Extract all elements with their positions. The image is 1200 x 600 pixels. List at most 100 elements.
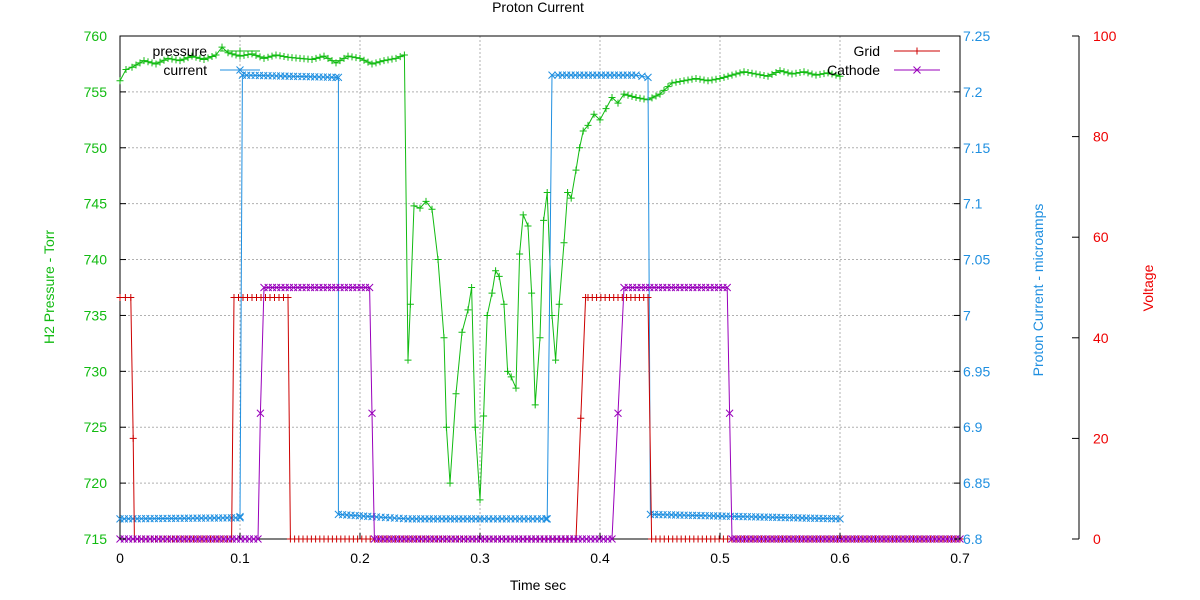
data-point-pressure [428, 205, 436, 213]
data-point-pressure [512, 384, 520, 392]
data-point-pressure [276, 52, 284, 60]
data-point-pressure [724, 72, 732, 80]
data-point-pressure [788, 70, 796, 78]
data-point-pressure [348, 53, 356, 61]
data-point-pressure [356, 54, 364, 62]
data-point-pressure [796, 69, 804, 77]
data-point-pressure [180, 55, 188, 63]
data-point-pressure [804, 69, 812, 77]
data-point-current [644, 73, 652, 82]
data-point-pressure [422, 197, 430, 205]
data-point-pressure [388, 55, 396, 63]
data-point-pressure [352, 54, 360, 62]
data-point-pressure [576, 144, 584, 152]
data-point-pressure [764, 72, 772, 80]
data-point-pressure [200, 55, 208, 63]
data-point-pressure [712, 75, 720, 83]
data-point-pressure [452, 390, 460, 398]
data-point-cathode [256, 409, 265, 418]
data-point-pressure [308, 55, 316, 63]
x-tick-label: 0.3 [470, 550, 490, 566]
data-point-pressure [516, 250, 524, 258]
data-point-pressure [252, 51, 260, 59]
data-point-pressure [212, 51, 220, 59]
data-point-pressure [232, 51, 240, 59]
data-point-pressure [608, 93, 616, 101]
x-tick-label: 0.6 [830, 550, 850, 566]
data-point-pressure [584, 121, 592, 129]
data-point-pressure [172, 56, 180, 64]
data-point-cathode [723, 283, 732, 292]
voltage-tick-label: 20 [1093, 430, 1109, 446]
data-point-pressure [392, 54, 400, 62]
legend-marker-pressure [236, 47, 244, 55]
data-point-pressure [188, 52, 196, 60]
data-point-pressure [492, 267, 500, 275]
pressure-tick-label: 725 [84, 419, 108, 435]
voltage-tick-label: 60 [1093, 229, 1109, 245]
data-point-pressure [776, 67, 784, 75]
pressure-tick-label: 760 [84, 28, 108, 44]
data-point-pressure [812, 71, 820, 79]
data-point-pressure [688, 75, 696, 83]
legend-label-pressure: pressure [153, 43, 208, 59]
data-point-pressure [152, 60, 160, 68]
data-point-pressure [620, 90, 628, 98]
voltage-tick-label: 0 [1093, 531, 1101, 547]
data-point-pressure [404, 356, 412, 364]
data-point-current [542, 515, 550, 523]
data-point-current [548, 71, 556, 79]
axes: 0 0.1 0.2 0.3 0.4 0.5 0.6 0.7715720725730735740… [84, 28, 1117, 566]
legend-marker-grid [913, 47, 921, 55]
legend-label-cathode: Cathode [827, 62, 880, 78]
data-point-pressure [164, 54, 172, 62]
data-point-pressure [602, 105, 610, 113]
current-tick-label: 6.8 [963, 531, 983, 547]
data-point-pressure [400, 51, 408, 59]
data-point-pressure [648, 94, 656, 102]
data-point-pressure [396, 53, 404, 61]
x-tick-label: 0.4 [590, 550, 610, 566]
data-point-pressure [524, 222, 532, 230]
data-point-pressure [624, 91, 632, 99]
data-point-pressure [752, 70, 760, 78]
data-point-pressure [579, 127, 587, 135]
data-point-current [543, 515, 552, 523]
data-point-grid [127, 294, 135, 302]
data-point-pressure [268, 52, 276, 60]
data-point-pressure [244, 51, 252, 59]
x-tick-label: 0.1 [230, 550, 250, 566]
data-point-pressure [204, 54, 212, 62]
data-point-pressure [500, 300, 508, 308]
legend-label-grid: Grid [854, 43, 880, 59]
pressure-tick-label: 730 [84, 363, 108, 379]
data-point-pressure [434, 256, 442, 264]
data-point-pressure [324, 54, 332, 62]
data-point-pressure [684, 76, 692, 84]
pressure-tick-label: 750 [84, 140, 108, 156]
data-point-pressure [144, 58, 152, 66]
data-point-pressure [708, 76, 716, 84]
series-pressure [116, 43, 844, 504]
data-point-pressure [564, 188, 572, 196]
data-point-pressure [380, 57, 388, 65]
data-point-pressure [555, 300, 563, 308]
series-layer [116, 43, 964, 543]
data-point-pressure [240, 51, 248, 59]
plot-border [119, 35, 961, 540]
data-point-pressure [360, 56, 368, 64]
data-point-pressure [756, 71, 764, 79]
data-point-pressure [224, 49, 232, 57]
data-point-pressure [560, 239, 568, 247]
data-point-pressure [495, 272, 503, 280]
data-point-pressure [406, 300, 414, 308]
y-axis-label-pressure: H2 Pressure - Torr [41, 230, 57, 344]
data-point-pressure [732, 70, 740, 78]
data-point-grid [577, 414, 585, 422]
data-point-grid [644, 294, 652, 302]
y-axis-label-current: Proton Current - microamps [1030, 204, 1046, 377]
data-point-pressure [772, 69, 780, 77]
data-point-cathode [365, 283, 374, 292]
data-point-current [332, 73, 340, 82]
data-point-current [632, 71, 640, 79]
